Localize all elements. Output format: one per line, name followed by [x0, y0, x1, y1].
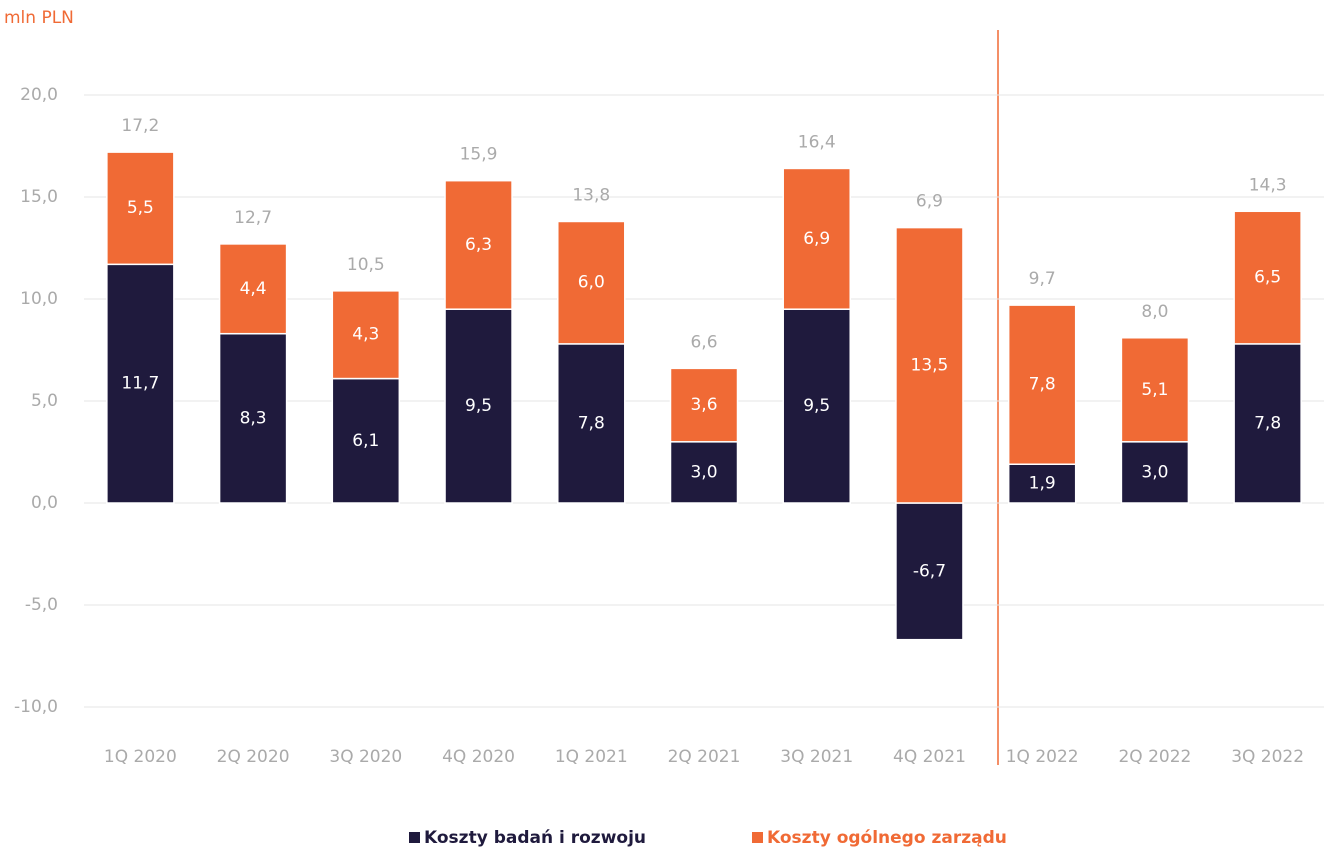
segment-label: 4,3 — [352, 325, 379, 345]
total-label: 12,7 — [234, 208, 272, 228]
y-tick-label: 0,0 — [31, 493, 58, 513]
y-tick-label: 20,0 — [20, 85, 58, 105]
segment-label: 8,3 — [240, 408, 267, 428]
bar-segment — [1007, 463, 1077, 504]
bar-segment — [557, 220, 626, 345]
segment-label: 6,9 — [803, 229, 830, 249]
x-tick-label: 1Q 2020 — [104, 747, 177, 767]
segment-label: 4,4 — [240, 279, 267, 299]
bar-segment — [106, 263, 175, 504]
segment-label: 13,5 — [911, 355, 949, 375]
x-tick-label: 3Q 2021 — [780, 747, 853, 767]
y-tick-label: 10,0 — [20, 289, 58, 309]
bar-segment — [106, 151, 175, 266]
segment-label: 11,7 — [121, 374, 159, 394]
bar-segment — [1233, 210, 1302, 345]
segment-label: 6,0 — [578, 273, 605, 293]
total-label: 6,6 — [690, 332, 717, 352]
bar-segment — [782, 308, 851, 504]
legend-label: Koszty ogólnego zarządu — [767, 828, 1007, 848]
bar-segment — [1007, 304, 1077, 465]
bar-segment — [1233, 343, 1302, 504]
y-tick-label: -5,0 — [25, 595, 58, 615]
segment-label: 7,8 — [1029, 375, 1056, 395]
legend-swatch — [752, 832, 763, 843]
segment-label: 3,6 — [690, 395, 717, 415]
bar-segment — [218, 243, 288, 335]
bar-segment — [218, 332, 288, 504]
segment-label: 6,1 — [352, 431, 379, 451]
segment-label: 7,8 — [1254, 413, 1281, 433]
total-label: 14,3 — [1249, 175, 1287, 195]
segment-label: 9,5 — [803, 396, 830, 416]
total-label: 17,2 — [121, 116, 159, 136]
y-tick-label: -10,0 — [14, 697, 58, 717]
x-tick-label: 2Q 2022 — [1118, 747, 1191, 767]
x-tick-label: 3Q 2020 — [329, 747, 402, 767]
x-tick-label: 1Q 2021 — [555, 747, 628, 767]
x-tick-label: 2Q 2021 — [668, 747, 741, 767]
total-label: 10,5 — [347, 255, 385, 275]
y-tick-label: 15,0 — [20, 187, 58, 207]
segment-label: 3,0 — [690, 462, 717, 482]
segment-label: 9,5 — [465, 396, 492, 416]
segment-label: 5,5 — [127, 198, 154, 218]
x-tick-label: 4Q 2021 — [893, 747, 966, 767]
bar-segment — [331, 290, 401, 380]
y-tick-label: 5,0 — [31, 391, 58, 411]
bar-segment — [557, 343, 626, 504]
total-label: 13,8 — [572, 185, 610, 205]
segment-label: 5,1 — [1141, 380, 1168, 400]
bar-segment — [1120, 441, 1190, 504]
segment-label: 6,3 — [465, 235, 492, 255]
bar-segment — [895, 226, 964, 504]
total-label: 9,7 — [1029, 269, 1056, 289]
bar-segment — [782, 167, 851, 310]
bar-segment — [1120, 337, 1190, 443]
bar-segment — [669, 367, 739, 443]
total-label: 16,4 — [798, 132, 836, 152]
segment-label: -6,7 — [913, 561, 946, 581]
segment-label: 3,0 — [1141, 462, 1168, 482]
segment-label: 7,8 — [578, 413, 605, 433]
bar-segment — [669, 441, 739, 504]
total-label: 15,9 — [460, 145, 498, 165]
total-label: 8,0 — [1141, 302, 1168, 322]
legend-swatch — [409, 832, 420, 843]
x-tick-label: 4Q 2020 — [442, 747, 515, 767]
axis-unit-label: mln PLN — [4, 8, 74, 28]
bar-segment — [444, 179, 513, 310]
x-tick-label: 1Q 2022 — [1006, 747, 1079, 767]
bar-segment — [331, 377, 401, 504]
legend-label: Koszty badań i rozwoju — [424, 828, 646, 848]
x-tick-label: 3Q 2022 — [1231, 747, 1304, 767]
segment-label: 1,9 — [1029, 474, 1056, 494]
x-tick-label: 2Q 2020 — [217, 747, 290, 767]
total-label: 6,9 — [916, 192, 943, 212]
segment-label: 6,5 — [1254, 268, 1281, 288]
